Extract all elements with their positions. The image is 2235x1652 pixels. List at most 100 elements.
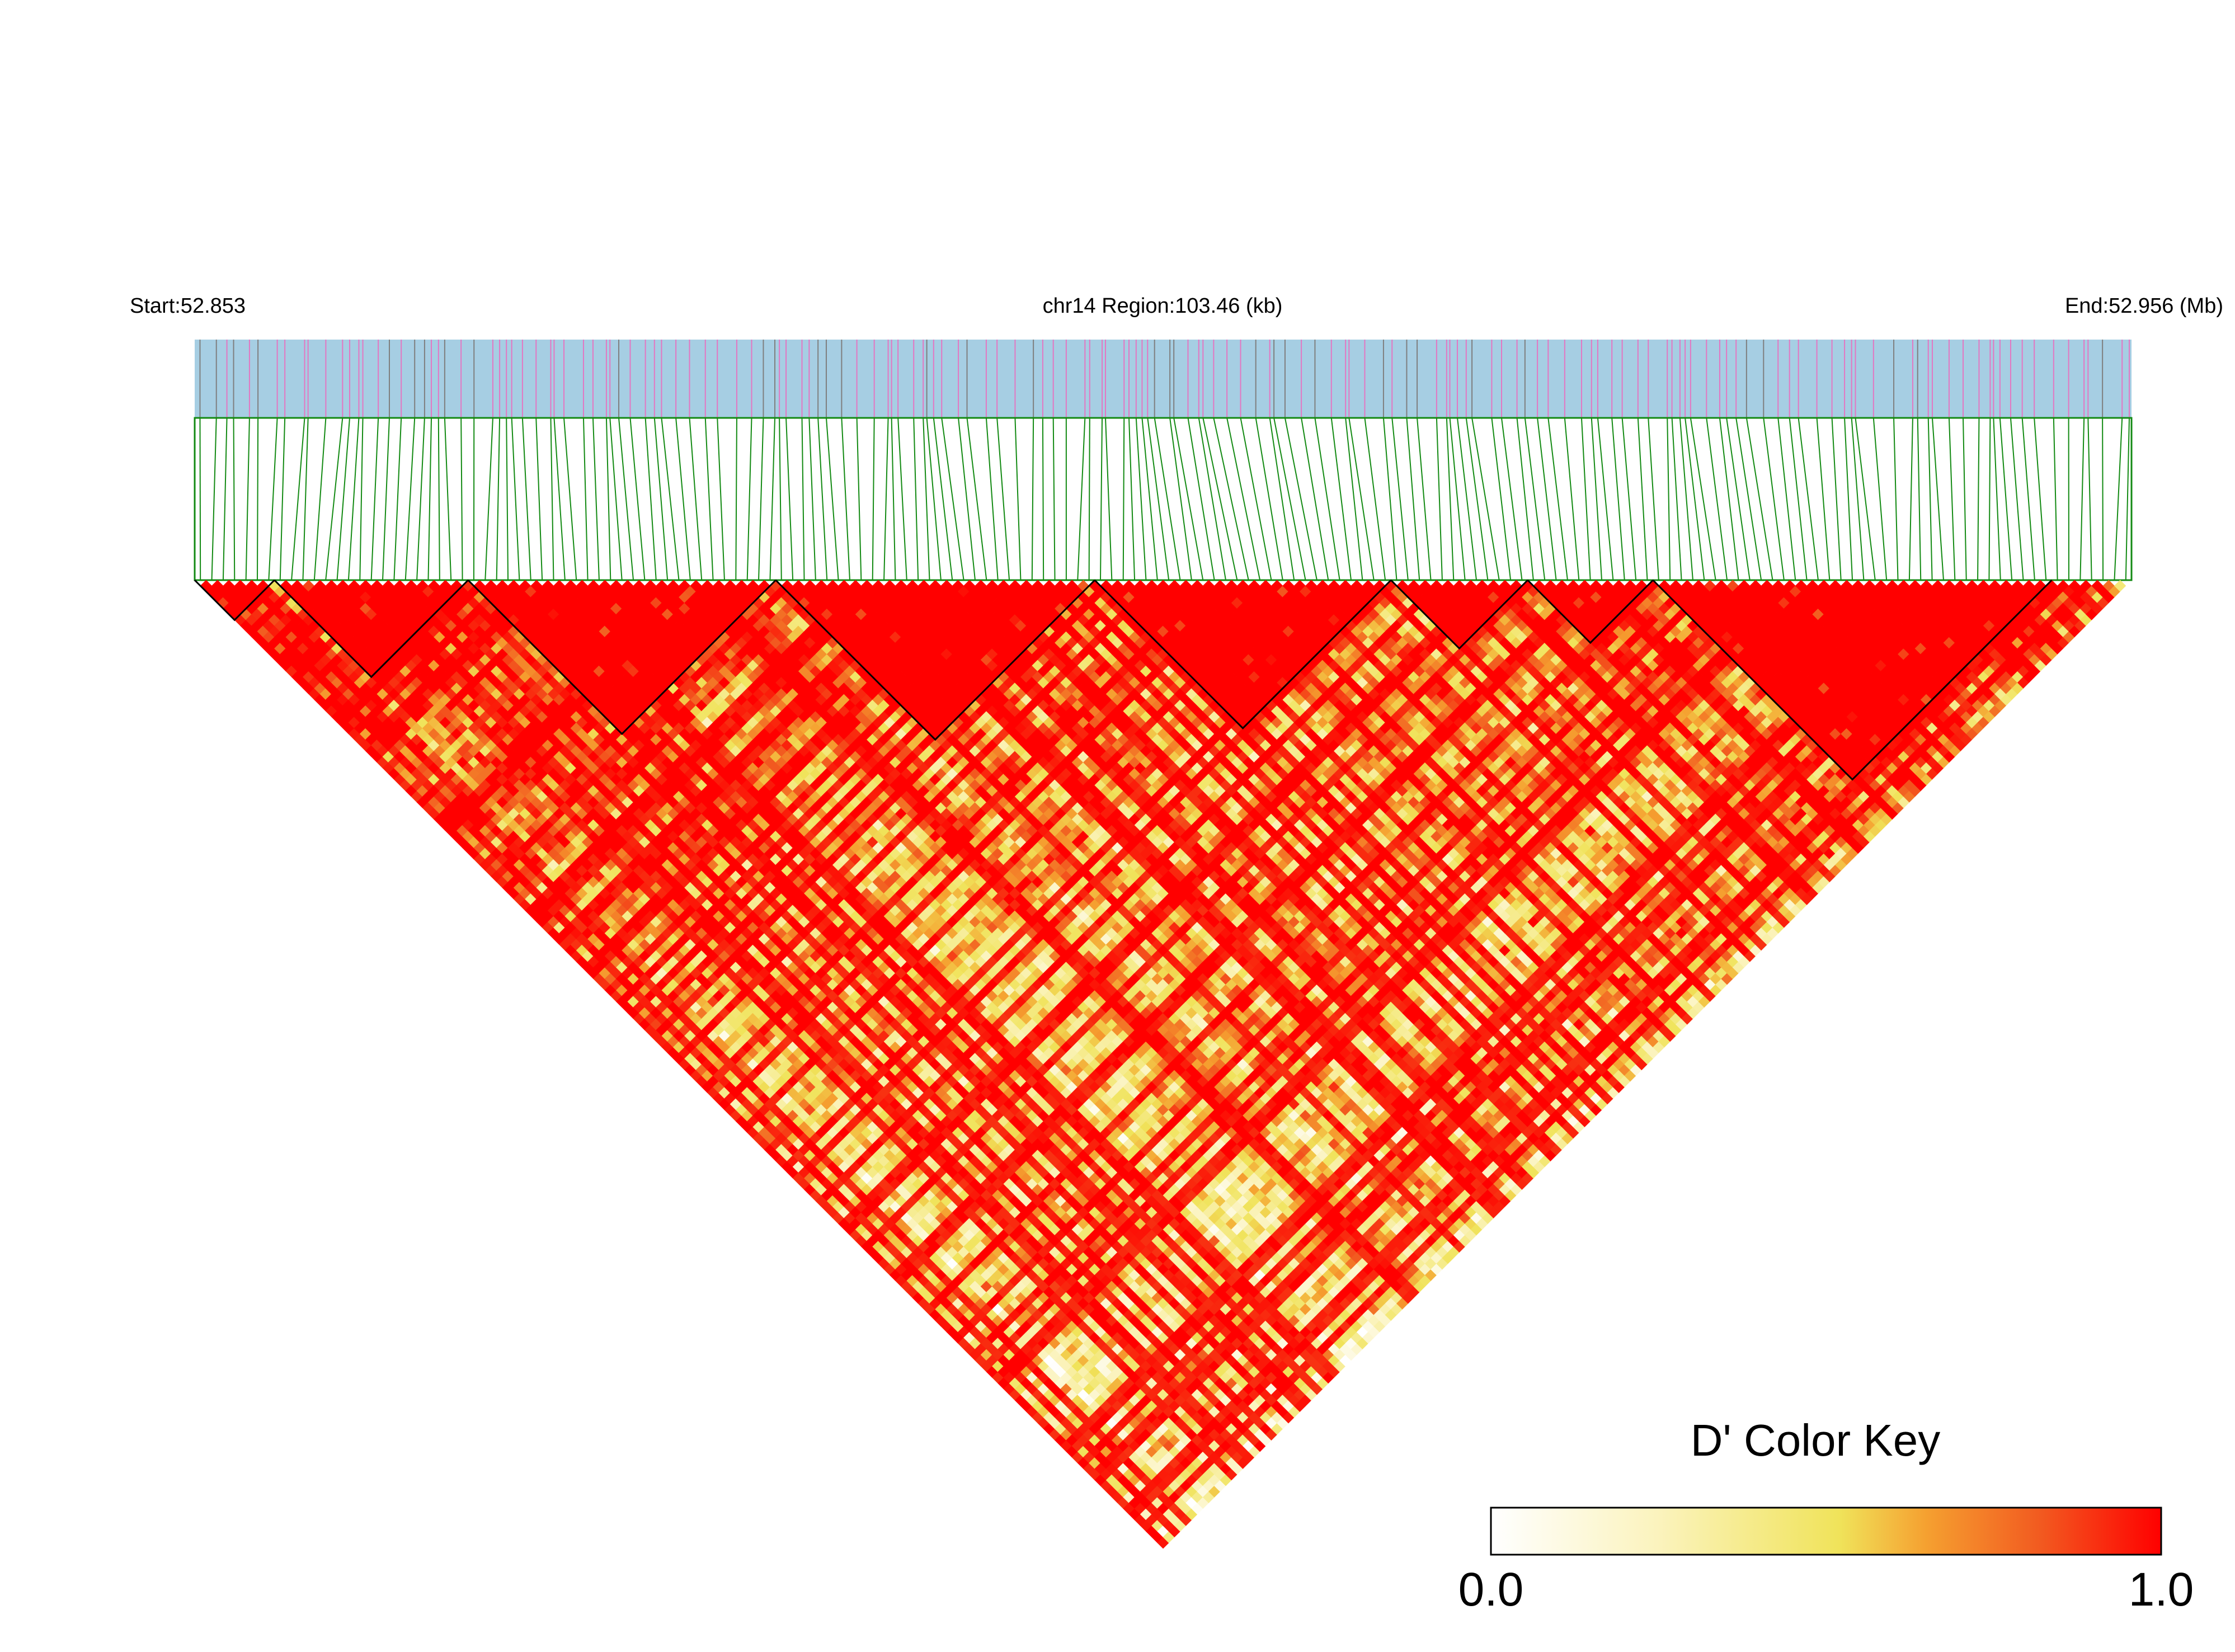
snp-connector-line [1726,417,1751,581]
snp-connector-line [1202,417,1238,581]
end-label: End:52.956 (Mb) [2065,294,2223,318]
snp-connector-line [1844,417,1853,581]
snp-connector-line [1745,417,1773,581]
snp-connector-line [582,417,589,581]
snp-connector-line [1621,417,1637,581]
snp-connector-line [1449,417,1466,581]
snp-connector-line [1611,417,1625,581]
snp-connector-line [1364,417,1386,581]
snp-connector-line [1406,417,1420,581]
snp-connector-line [2114,417,2123,581]
snp-connector-line [1948,417,1956,581]
snp-connector-line [785,417,794,581]
snp-connector-line [605,417,611,581]
snp-connector-line [779,417,782,581]
snp-connector-line [1187,417,1215,581]
snp-connector-line [629,417,646,581]
snp-connector-line [1679,417,1693,581]
snp-connector-line [1345,417,1363,581]
snp-connector-line [933,417,953,581]
snp-connector-line [1255,417,1283,581]
snp-connector-line [1391,417,1409,581]
snp-connector-line [1471,417,1500,581]
connector-panel [194,417,2133,581]
snp-connector-line [1417,417,1432,581]
snp-connector-line [1141,417,1158,581]
snp-connector-line [1763,417,1785,581]
snp-connector-lines [199,417,2130,581]
snp-connector-line [1382,417,1398,581]
snp-connector-line [769,417,776,581]
snp-connector-line [1240,417,1272,581]
snp-connector-line [1648,417,1659,581]
snp-connector-line [1169,417,1192,581]
snp-connector-line [1491,417,1512,581]
snp-connector-line [958,417,976,581]
snp-connector-line [704,417,714,581]
snp-connector-line [2053,417,2058,581]
snp-connector-line [675,417,691,581]
snp-connector-line [427,417,432,581]
snp-connector-line [1706,417,1728,581]
snp-connector-line [1564,417,1580,581]
snp-connector-line [1269,417,1295,581]
snp-connector-line [2034,417,2047,581]
snp-connector-line [279,417,286,581]
snp-connector-line [1637,417,1648,581]
snp-connector-line [506,417,509,581]
snp-connector-line [1831,417,1842,581]
snp-connector-line [1735,417,1762,581]
snp-connector-line [689,417,703,581]
snp-connector-line [1446,417,1455,581]
snp-connector-line [926,417,942,581]
snp-connector-line [1348,417,1375,581]
snp-connector-line [1908,417,1913,581]
snp-connector-line [1927,417,1933,581]
snp-connector-line [897,417,907,581]
snp-connector-line [1816,417,1831,581]
snp-connector-line [222,417,228,581]
ld-heatmap-cells [200,580,2126,1549]
snp-connector-line [856,417,862,581]
snp-connector-line [717,417,725,581]
snp-connector-line [808,417,816,581]
snp-connector-line [996,417,1010,581]
snp-connector-line [370,417,379,581]
snp-connector-line [359,417,364,581]
snp-connector-line [758,417,764,581]
snp-connector-line [2010,417,2024,581]
snp-connector-line [257,417,259,581]
snp-connector-line [746,417,752,581]
snp-connector-line [496,417,501,581]
snp-connector-line [1931,417,1944,581]
snp-connector-line [1273,417,1306,581]
snp-connector-line [1963,417,1967,581]
snp-connector-line [1597,417,1614,581]
snp-connector-line [1135,417,1147,581]
snp-connector-line [891,417,896,581]
snp-connector-line [1501,417,1523,581]
snp-connector-line [1667,417,1671,581]
snp-connector-line [1537,417,1557,581]
snp-connector-line [2087,417,2092,581]
snp-connector-line [1014,417,1022,581]
snp-connector-line [1122,417,1125,581]
snp-connector-line [313,417,327,581]
snp-connector-line [1671,417,1682,581]
snp-connector-line [801,417,805,581]
snp-connector-line [1789,417,1808,581]
snp-connector-line [1547,417,1568,581]
snp-connector-line [460,417,463,581]
start-label: Start:52.853 [130,294,246,318]
snp-connector-line [735,417,737,581]
snp-connector-line [437,417,440,581]
snp-connector-line [336,417,350,581]
snp-connector-line [1893,417,1899,581]
snp-connector-line [592,417,600,581]
snp-connector-line [1777,417,1796,581]
snp-connector-line [211,417,217,581]
snp-connector-line [1147,417,1170,581]
snp-connector-line [923,417,930,581]
snp-connector-line [1580,417,1591,581]
